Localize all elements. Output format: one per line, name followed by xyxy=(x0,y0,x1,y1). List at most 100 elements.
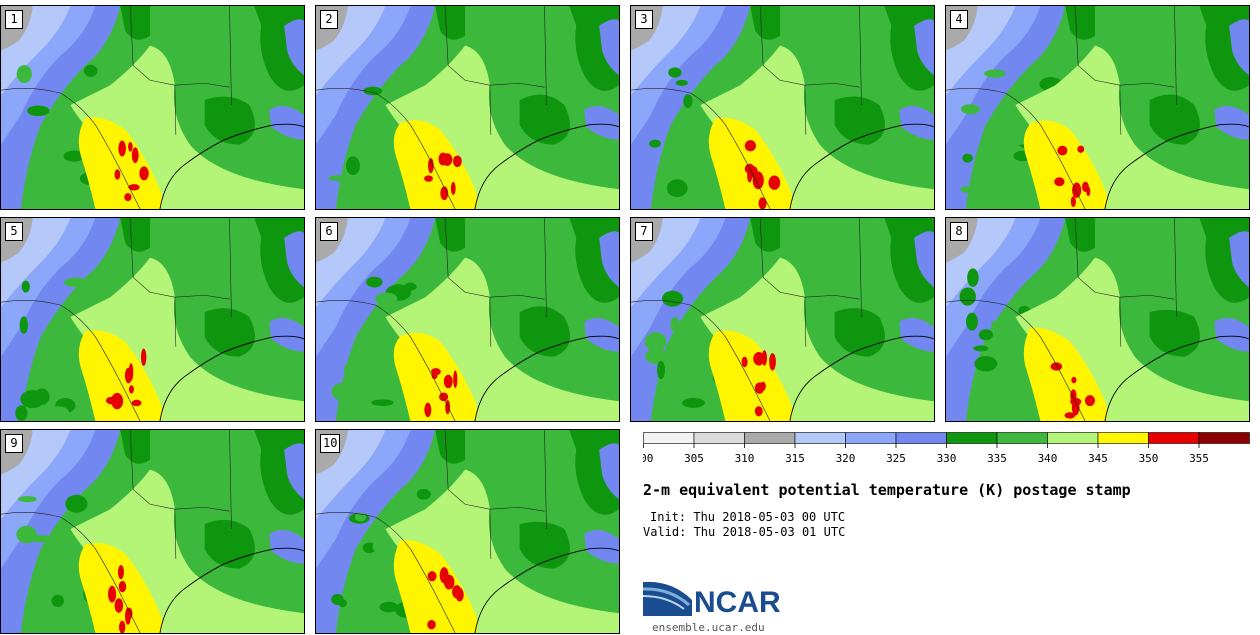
field-layer xyxy=(424,402,432,418)
coastline xyxy=(789,335,934,421)
country-border xyxy=(946,299,1086,421)
field-layer xyxy=(416,488,431,500)
field-layer xyxy=(284,231,304,288)
field-layer xyxy=(372,337,397,348)
field-layer xyxy=(21,280,30,293)
field-layer xyxy=(139,166,149,181)
field-layer xyxy=(665,339,685,360)
member-label: 3 xyxy=(635,10,653,29)
field-layer xyxy=(284,443,304,500)
field-layer xyxy=(404,282,417,291)
field-layer xyxy=(427,571,437,582)
member-panel-4: 4 xyxy=(945,5,1250,210)
field-layer xyxy=(967,268,979,287)
field-layer xyxy=(63,277,89,288)
state-border xyxy=(544,6,547,106)
field-layer xyxy=(453,370,458,388)
field-layer xyxy=(990,319,1014,330)
map xyxy=(1,430,304,633)
colorbar-tick-label: 335 xyxy=(987,452,1007,465)
colorbar-tick-label: 350 xyxy=(1139,452,1159,465)
field-layer xyxy=(693,171,716,184)
field-layer xyxy=(1086,186,1091,197)
field-layer xyxy=(428,158,434,174)
field-layer xyxy=(435,218,466,252)
country-border xyxy=(946,87,1086,209)
field-layer xyxy=(914,231,934,288)
field-layer xyxy=(204,308,255,357)
state-border xyxy=(489,509,492,559)
field-layer xyxy=(375,292,398,306)
field-layer xyxy=(599,443,619,500)
country-border xyxy=(316,299,456,421)
field-layer xyxy=(452,585,462,599)
field-layer xyxy=(761,350,767,366)
map xyxy=(946,6,1249,209)
site-url: ensemble.ucar.edu xyxy=(652,621,765,634)
field-layer xyxy=(519,306,570,357)
field-layer xyxy=(120,430,151,464)
field-layer xyxy=(204,519,255,569)
field-layer xyxy=(978,329,994,341)
colorbar-swatch xyxy=(1198,432,1250,444)
field-layer xyxy=(1071,399,1080,416)
coastline xyxy=(474,335,619,421)
field-layer xyxy=(1229,231,1249,288)
field-layer xyxy=(16,65,32,84)
field-layer xyxy=(747,169,753,183)
colorbar-tick-label: 305 xyxy=(684,452,704,465)
field-layer xyxy=(645,348,668,365)
field-layer xyxy=(584,318,619,352)
map xyxy=(946,218,1249,421)
map xyxy=(631,218,934,421)
coastline xyxy=(159,547,304,633)
state-border xyxy=(489,85,492,135)
field-layer xyxy=(374,119,391,132)
colorbar-tick-label: 315 xyxy=(785,452,805,465)
field-layer xyxy=(111,392,124,410)
logo-swoosh xyxy=(642,595,685,610)
logo-text: NCAR xyxy=(694,586,781,619)
colorbar-swatch xyxy=(693,432,745,444)
field-layer xyxy=(439,392,449,402)
chart-title: 2-m equivalent potential temperature (K)… xyxy=(643,481,1131,499)
field-layer xyxy=(741,356,748,368)
field-layer xyxy=(759,381,766,391)
field-layer xyxy=(440,567,446,582)
field-layer xyxy=(703,372,714,384)
field-layer xyxy=(899,106,934,140)
member-label: 2 xyxy=(320,10,338,29)
field-layer xyxy=(584,530,619,564)
colorbar-tick-label: 310 xyxy=(735,452,755,465)
field-layer xyxy=(120,6,151,40)
state-border xyxy=(129,218,230,300)
coastline xyxy=(159,335,304,421)
map xyxy=(316,430,619,633)
field-layer xyxy=(108,585,117,603)
field-layer xyxy=(758,197,767,209)
coastline xyxy=(1104,335,1249,421)
member-panel-9: 9 xyxy=(0,429,305,634)
member-panel-5: 5 xyxy=(0,217,305,422)
field-layer xyxy=(94,494,104,503)
field-layer xyxy=(708,330,793,421)
state-border xyxy=(804,85,807,135)
member-panel-1: 1 xyxy=(0,5,305,210)
field-layer xyxy=(269,106,304,140)
field-layer xyxy=(899,318,934,352)
field-layer xyxy=(354,512,367,522)
field-layer xyxy=(1064,412,1076,419)
field-layer xyxy=(424,175,433,182)
coastline xyxy=(789,123,934,209)
field-layer xyxy=(435,430,466,464)
country-border xyxy=(316,87,456,209)
colorbar-tick-label: 325 xyxy=(886,452,906,465)
field-layer xyxy=(443,374,453,389)
field-layer xyxy=(965,312,978,331)
member-panel-7: 7 xyxy=(630,217,935,422)
colorbar-swatch xyxy=(845,432,897,444)
country-border xyxy=(1,87,141,209)
field-layer xyxy=(984,69,1006,78)
state-border xyxy=(129,430,230,512)
country-border xyxy=(316,511,456,633)
